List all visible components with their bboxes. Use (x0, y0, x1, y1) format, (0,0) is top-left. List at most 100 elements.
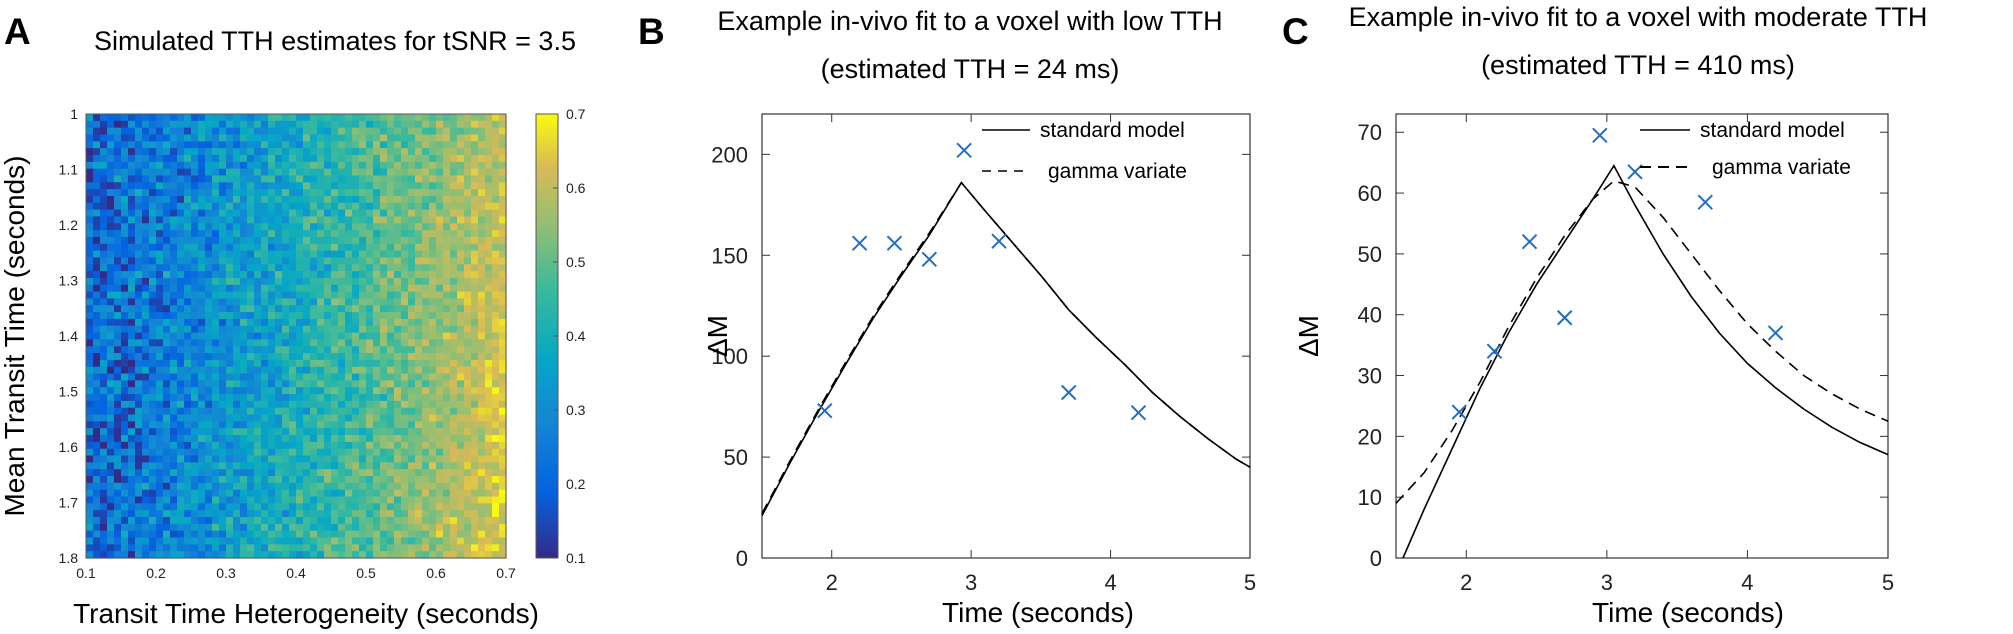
heatmap-cell (226, 148, 234, 156)
colorbar-ticks: 0.10.20.30.40.50.60.7 (553, 106, 586, 566)
heatmap-cell (128, 325, 136, 334)
heatmap-cell (401, 489, 409, 498)
heatmap-cell (324, 359, 332, 368)
heatmap-cell (345, 175, 353, 183)
heatmap-cell (324, 277, 332, 286)
heatmap-cell (492, 537, 500, 545)
heatmap-cell (247, 510, 255, 518)
heatmap-cell (219, 216, 227, 224)
heatmap-cell (254, 394, 262, 402)
heatmap-cell (443, 339, 451, 347)
heatmap-cell (177, 318, 185, 327)
heatmap-cell (499, 551, 507, 559)
heatmap-cell (149, 373, 157, 381)
heatmap-cell (93, 435, 101, 443)
heatmap-cell (240, 216, 248, 224)
heatmap-cell (107, 120, 115, 129)
heatmap-cell (149, 189, 157, 197)
heatmap-cell (457, 339, 465, 347)
heatmap-cell (471, 271, 479, 279)
heatmap-cell (324, 373, 332, 381)
heatmap-cell (149, 339, 157, 347)
heatmap-cell (359, 312, 367, 320)
heatmap-cell (170, 264, 178, 272)
heatmap-cell (261, 469, 269, 477)
heatmap-cell (114, 400, 122, 409)
heatmap-cell (317, 517, 325, 525)
heatmap-cell (198, 305, 206, 313)
heatmap-cell (219, 414, 227, 422)
heatmap-cell (492, 510, 500, 518)
heatmap-cell (177, 503, 185, 511)
heatmap-cell (345, 537, 353, 545)
heatmap-cell (184, 353, 192, 361)
heatmap-cell (163, 496, 171, 504)
heatmap-cell (107, 305, 115, 313)
heatmap-cell (471, 394, 479, 402)
heatmap-cell (135, 243, 143, 252)
heatmap-cell (247, 414, 255, 422)
heatmap-cell (345, 243, 353, 252)
heatmap-cell (296, 414, 304, 422)
heatmap-cell (163, 148, 171, 156)
heatmap-cell (408, 250, 416, 259)
heatmap-cell (352, 189, 360, 197)
heatmap-cell (275, 380, 283, 388)
heatmap-cell (408, 551, 416, 559)
heatmap-cell (191, 257, 199, 265)
heatmap-cell (499, 120, 507, 129)
heatmap-cell (261, 134, 269, 142)
heatmap-cell (254, 148, 262, 156)
heatmap-cell (485, 387, 493, 395)
heatmap-cell (261, 312, 269, 320)
heatmap-cell (247, 264, 255, 272)
heatmap-cell (464, 182, 472, 190)
heatmap-cell (317, 353, 325, 361)
heatmap-cell (282, 161, 290, 170)
heatmap-cell (296, 530, 304, 539)
heatmap-cell (156, 441, 164, 450)
heatmap-cell (156, 264, 164, 272)
heatmap-cell (345, 168, 353, 177)
heatmap-cell (331, 312, 339, 320)
heatmap-cell (149, 168, 157, 177)
heatmap-cell (219, 209, 227, 218)
heatmap-cell (450, 353, 458, 361)
heatmap-cell (352, 407, 360, 416)
heatmap-cell (359, 346, 367, 354)
heatmap-cell (254, 168, 262, 177)
heatmap-cell (436, 250, 444, 259)
heatmap-cell (331, 209, 339, 218)
heatmap-cell (128, 537, 136, 545)
data-point-marker (956, 142, 972, 159)
heatmap-cell (289, 257, 297, 265)
heatmap-cell (268, 264, 276, 272)
heatmap-cell (121, 141, 129, 149)
heatmap-cell (121, 476, 129, 484)
heatmap-cell (163, 517, 171, 525)
heatmap-cell (226, 284, 234, 293)
heatmap-cell (429, 127, 437, 136)
heatmap-cell (93, 346, 101, 354)
heatmap-cell (352, 114, 360, 122)
heatmap-cell (394, 271, 402, 279)
heatmap-cell (331, 462, 339, 470)
heatmap-cell (240, 551, 248, 559)
heatmap-cell (268, 421, 276, 429)
heatmap-cell (170, 366, 178, 375)
heatmap-cell (352, 175, 360, 183)
heatmap-cell (156, 250, 164, 259)
heatmap-cell (450, 141, 458, 149)
heatmap-cell (317, 257, 325, 265)
heatmap-cell (317, 380, 325, 388)
heatmap-cell (282, 551, 290, 559)
heatmap-cell (268, 503, 276, 511)
heatmap-cell (464, 305, 472, 313)
heatmap-cell (443, 441, 451, 450)
heatmap-cell (492, 250, 500, 259)
heatmap-cell (478, 435, 486, 443)
heatmap-cell (233, 414, 241, 422)
heatmap-cell (436, 441, 444, 450)
heatmap-cell (219, 496, 227, 504)
heatmap-cell (254, 264, 262, 272)
